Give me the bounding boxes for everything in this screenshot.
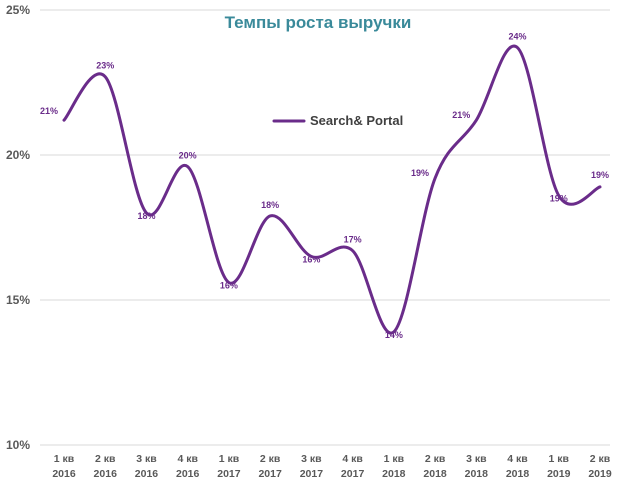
x-tick-label: 4 кв (177, 453, 198, 465)
x-tick-year-label: 2016 (94, 468, 118, 480)
x-tick-label: 1 кв (384, 453, 405, 465)
x-tick-label: 2 кв (95, 453, 116, 465)
x-tick-label: 2 кв (590, 453, 611, 465)
data-labels: 21% 23% 18% 20% 16% 18% 16% 17% 14% 19% 21% 24% 19% 1… (40, 32, 609, 340)
x-tick-year-label: 2017 (217, 468, 241, 480)
x-tick-year-label: 2018 (423, 468, 447, 480)
legend[interactable]: Search& Portal (272, 113, 403, 128)
x-tick-label: 4 кв (342, 453, 363, 465)
x-tick-year-label: 2018 (382, 468, 406, 480)
data-point (473, 117, 479, 123)
legend-label-search-portal: Search& Portal (310, 113, 403, 128)
x-tick-label: 1 кв (54, 453, 75, 465)
data-point (185, 164, 191, 170)
data-label: 23% (96, 61, 114, 71)
x-tick-year-label: 2017 (300, 468, 324, 480)
x-tick-label: 3 кв (466, 453, 487, 465)
y-tick-label: 10% (6, 438, 30, 452)
x-tick-label: 4 кв (507, 453, 528, 465)
x-tick-label: 1 кв (549, 453, 570, 465)
x-tick-label: 3 кв (301, 453, 322, 465)
x-tick-label: 3 кв (136, 453, 157, 465)
data-label: 19% (591, 170, 609, 180)
x-tick-year-label: 2016 (52, 468, 76, 480)
data-label: 24% (509, 32, 527, 42)
data-label: 17% (344, 235, 362, 245)
x-axis: 1 кв 2016 2 кв 2016 3 кв 2016 4 кв 2016 1 кв 2017… (52, 453, 612, 480)
data-point (102, 74, 108, 80)
data-label: 14% (385, 330, 403, 340)
x-tick-year-label: 2017 (341, 468, 365, 480)
x-tick-label: 2 кв (260, 453, 281, 465)
series-layer (61, 44, 603, 335)
x-tick-year-label: 2019 (588, 468, 612, 480)
series-line-search-portal (62, 44, 602, 335)
data-label: 19% (550, 194, 568, 204)
chart-title: Темпы роста выручки (225, 13, 412, 32)
gridlines (40, 9, 610, 446)
x-tick-year-label: 2017 (258, 468, 282, 480)
data-label: 20% (179, 151, 197, 161)
data-label: 21% (40, 106, 58, 116)
x-tick-year-label: 2019 (547, 468, 571, 480)
data-point (267, 213, 273, 219)
data-label: 18% (137, 211, 155, 221)
data-label: 16% (302, 255, 320, 265)
x-tick-year-label: 2016 (176, 468, 200, 480)
x-tick-label: 2 кв (425, 453, 446, 465)
y-tick-label: 15% (6, 293, 30, 307)
data-label: 18% (261, 200, 279, 210)
y-axis: 10% 15% 20% 25% (6, 3, 30, 452)
data-point (350, 248, 356, 254)
y-tick-label: 25% (6, 3, 30, 17)
data-point (432, 175, 438, 181)
data-label: 16% (220, 281, 238, 291)
y-tick-label: 20% (6, 148, 30, 162)
x-tick-year-label: 2018 (465, 468, 489, 480)
data-point (515, 45, 521, 51)
x-tick-label: 1 кв (219, 453, 240, 465)
x-tick-year-label: 2016 (135, 468, 159, 480)
x-tick-year-label: 2018 (506, 468, 530, 480)
data-point (61, 117, 67, 123)
data-point (597, 184, 603, 190)
data-label: 19% (411, 168, 429, 178)
data-label: 21% (452, 110, 470, 120)
